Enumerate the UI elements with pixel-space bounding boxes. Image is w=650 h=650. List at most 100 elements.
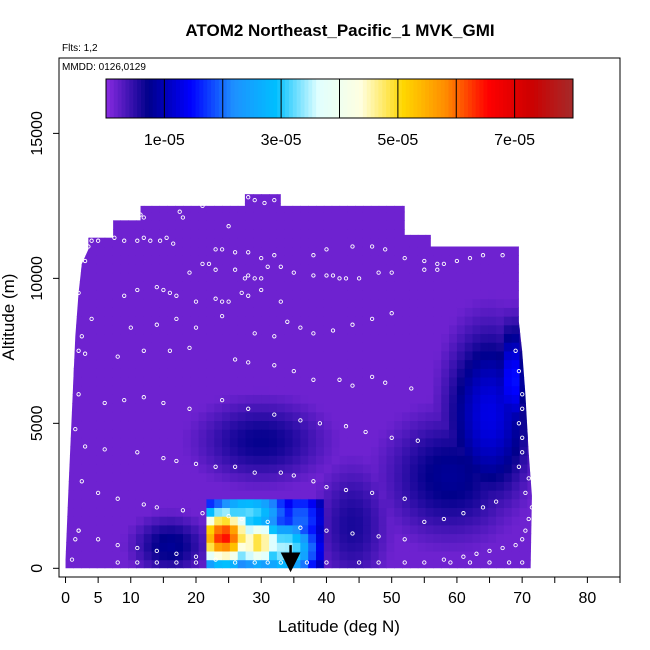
heatmap-cell [222, 516, 231, 526]
heatmap-cell [253, 194, 262, 204]
heatmap-cell [135, 324, 145, 335]
heatmap-cell [316, 385, 325, 395]
heatmap-cell [229, 490, 239, 500]
heatmap-cell [394, 368, 403, 378]
heatmap-cell [128, 394, 137, 404]
heatmap-cell [331, 220, 341, 230]
x-tick-label: 70 [513, 590, 531, 607]
flight-point [435, 261, 440, 267]
heatmap-cell [472, 446, 481, 456]
heatmap-cell [496, 446, 505, 456]
heatmap-cell [73, 246, 82, 256]
heatmap-cell [402, 316, 411, 326]
heatmap-cell [151, 194, 161, 204]
flight-point [317, 421, 323, 426]
flight-track-points [69, 192, 535, 565]
heatmap-cell [449, 385, 458, 395]
heatmap-cell [386, 263, 395, 274]
heatmap-cell [167, 463, 176, 474]
heatmap-cell [496, 289, 505, 300]
colorbar-swatch [214, 79, 220, 118]
heatmap-cell [276, 516, 286, 526]
x-tick-label: 30 [252, 590, 270, 607]
heatmap-cell [276, 307, 286, 317]
heatmap-cell [96, 385, 106, 395]
heatmap-cell [456, 429, 466, 439]
heatmap-cell [449, 350, 458, 361]
heatmap-cell [104, 289, 114, 300]
heatmap-cell [441, 385, 450, 395]
heatmap-cell [378, 385, 388, 395]
heatmap-cell [402, 385, 411, 395]
heatmap-cell [237, 194, 247, 195]
colorbar-tick-label: 5e-05 [377, 132, 418, 149]
heatmap-cell [65, 550, 74, 561]
heatmap-cell [480, 472, 489, 482]
heatmap-cell [292, 246, 301, 256]
heatmap-cell [198, 307, 208, 317]
heatmap-cell [269, 385, 278, 395]
heatmap-cell [480, 542, 489, 552]
heatmap-cell [135, 307, 145, 317]
heatmap-cell [449, 237, 458, 248]
heatmap-cell [378, 516, 388, 526]
flight-point [232, 267, 238, 272]
heatmap-cell [425, 376, 435, 387]
heatmap-cell [229, 420, 239, 430]
heatmap-cell [308, 350, 317, 361]
heatmap-cell [347, 255, 356, 265]
flight-point [493, 499, 499, 504]
heatmap-cell [222, 281, 231, 291]
heatmap-cell [331, 542, 341, 552]
heatmap-cell [394, 376, 403, 387]
heatmap-cell [284, 272, 294, 282]
heatmap-cell [65, 298, 74, 308]
heatmap-cell [527, 298, 532, 308]
heatmap-cell [128, 524, 137, 535]
heatmap-cell [456, 324, 466, 335]
heatmap-cell [65, 289, 74, 300]
heatmap-cell [89, 507, 98, 517]
heatmap-cell [347, 403, 356, 413]
heatmap-cell [237, 455, 247, 465]
heatmap-cell [214, 350, 223, 361]
heatmap-cell [527, 385, 532, 395]
heatmap-cell [308, 559, 317, 569]
heatmap-cell [159, 272, 168, 282]
heatmap-cell [135, 246, 145, 256]
flight-point [520, 537, 525, 542]
flight-point [95, 537, 101, 542]
flight-point [435, 267, 440, 272]
flight-point [272, 412, 277, 417]
heatmap-cell [104, 446, 114, 456]
heatmap-cell [300, 498, 309, 509]
heatmap-cell [488, 498, 497, 509]
heatmap-cell [214, 403, 223, 413]
heatmap-cell [104, 307, 114, 317]
heatmap-cell [362, 316, 372, 326]
heatmap-cell [370, 507, 380, 517]
flight-point [356, 560, 362, 565]
heatmap-cell [402, 194, 411, 204]
heatmap-cell [112, 437, 121, 448]
heatmap-cell [409, 211, 419, 221]
heatmap-cell [339, 524, 348, 535]
heatmap-cell [456, 550, 466, 561]
flight-point [226, 224, 231, 229]
heatmap-cell [151, 490, 161, 500]
heatmap-cell [73, 516, 82, 526]
heatmap-cell [409, 420, 419, 430]
heatmap-cell [159, 472, 168, 482]
heatmap-cell [355, 507, 364, 517]
heatmap-cell [143, 403, 153, 413]
heatmap-cell [261, 472, 270, 482]
flight-point [213, 557, 218, 562]
heatmap-cell [331, 403, 341, 413]
heatmap-cell [214, 316, 223, 326]
heatmap-cell [496, 229, 505, 239]
heatmap-cell [206, 559, 215, 569]
heatmap-cell [464, 333, 474, 343]
heatmap-cell [441, 394, 450, 404]
colorbar-swatch [195, 79, 200, 118]
heatmap-cell [308, 481, 317, 491]
